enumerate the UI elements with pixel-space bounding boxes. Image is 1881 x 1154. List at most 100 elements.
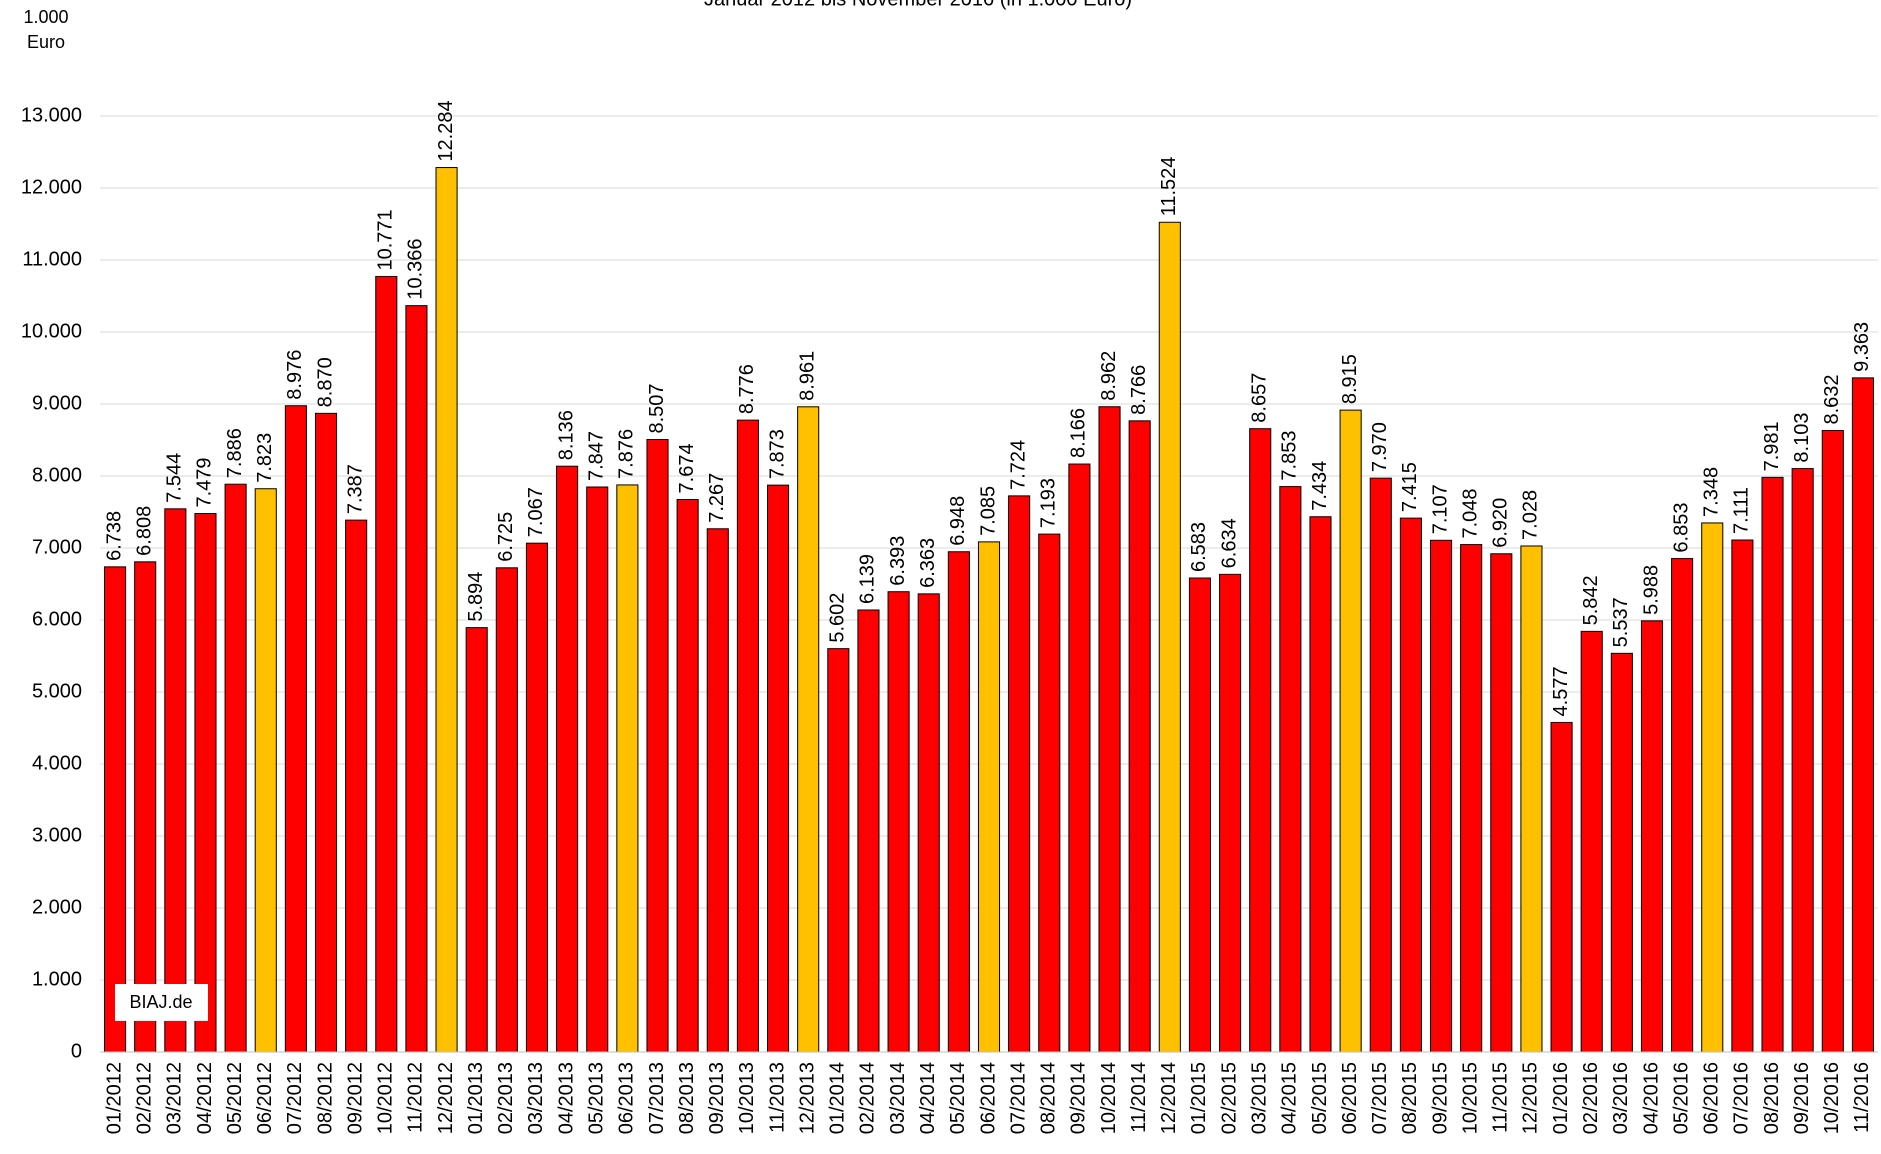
bar xyxy=(1791,468,1814,1053)
bar xyxy=(586,486,609,1053)
value-label: 6.948 xyxy=(947,496,969,546)
bar xyxy=(1550,721,1573,1053)
x-tick-label: 05/2012 xyxy=(224,1062,246,1134)
bar xyxy=(375,275,398,1053)
x-tick-label: 03/2013 xyxy=(525,1062,547,1134)
y-tick-label: 8.000 xyxy=(32,464,82,486)
x-tick-label: 01/2013 xyxy=(465,1062,487,1134)
value-label: 8.166 xyxy=(1068,408,1090,458)
y-unit: 1.000 xyxy=(23,7,68,27)
x-tick-label: 04/2013 xyxy=(555,1062,577,1134)
value-label: 8.136 xyxy=(555,410,577,460)
y-tick-label: 7.000 xyxy=(32,536,82,558)
value-label: 7.823 xyxy=(254,433,276,483)
value-label: 7.544 xyxy=(164,453,186,503)
bar xyxy=(1731,539,1754,1053)
bar xyxy=(1279,486,1302,1053)
value-label: 8.962 xyxy=(1098,351,1120,401)
value-label: 7.267 xyxy=(706,473,728,523)
x-tick-label: 04/2014 xyxy=(917,1062,939,1134)
value-label: 7.415 xyxy=(1399,462,1421,512)
bar xyxy=(1188,577,1211,1053)
bar xyxy=(134,561,157,1053)
bar xyxy=(1249,428,1272,1053)
x-tick-label: 05/2015 xyxy=(1309,1062,1331,1134)
x-tick-label: 11/2015 xyxy=(1490,1062,1512,1133)
y-tick-label: 4.000 xyxy=(32,752,82,774)
bar xyxy=(977,541,1001,1053)
x-tick-label: 06/2013 xyxy=(616,1062,638,1134)
bar xyxy=(1098,406,1121,1053)
bar xyxy=(405,305,428,1053)
x-tick-label: 01/2014 xyxy=(827,1062,849,1134)
bar xyxy=(465,627,488,1053)
value-label: 7.853 xyxy=(1279,431,1301,481)
bar xyxy=(1399,517,1422,1053)
x-tick-label: 08/2015 xyxy=(1399,1062,1421,1134)
value-label: 6.853 xyxy=(1670,503,1692,553)
bar xyxy=(194,513,217,1053)
bar xyxy=(1821,429,1844,1053)
value-label: 7.873 xyxy=(766,429,788,479)
y-tick-label: 0 xyxy=(71,1040,82,1062)
value-label: 8.103 xyxy=(1791,413,1813,463)
x-tick-label: 09/2016 xyxy=(1791,1062,1813,1134)
value-label: 6.725 xyxy=(495,512,517,562)
x-tick-label: 10/2012 xyxy=(375,1062,397,1134)
value-label: 5.842 xyxy=(1580,575,1602,625)
value-label: 8.766 xyxy=(1128,365,1150,415)
value-label: 6.808 xyxy=(133,506,155,556)
bar xyxy=(1309,516,1332,1053)
value-label: 7.111 xyxy=(1731,487,1753,534)
value-label: 6.738 xyxy=(103,511,125,561)
bar xyxy=(1701,522,1724,1053)
value-label: 7.085 xyxy=(977,486,999,536)
x-tick-label: 08/2016 xyxy=(1761,1062,1783,1134)
x-tick-label: 06/2016 xyxy=(1701,1062,1723,1134)
value-label: 8.776 xyxy=(736,364,758,414)
bar xyxy=(1671,558,1694,1053)
x-tick-label: 11/2013 xyxy=(766,1062,788,1133)
bar xyxy=(314,412,338,1053)
value-label: 12.284 xyxy=(435,100,457,161)
value-label: 6.393 xyxy=(887,536,909,586)
y-tick-label: 6.000 xyxy=(32,608,82,630)
bar xyxy=(254,488,277,1053)
value-label: 7.107 xyxy=(1429,484,1451,534)
x-tick-label: 09/2015 xyxy=(1429,1062,1451,1134)
value-label: 6.583 xyxy=(1188,522,1210,572)
x-tick-label: 06/2014 xyxy=(977,1062,999,1134)
value-label: 7.981 xyxy=(1761,421,1783,471)
bar xyxy=(1008,495,1031,1053)
x-tick-label: 04/2016 xyxy=(1640,1062,1662,1134)
bar xyxy=(676,498,699,1053)
bar xyxy=(345,519,368,1053)
bar xyxy=(525,542,549,1053)
value-label: 8.657 xyxy=(1249,373,1271,423)
bar xyxy=(1038,533,1061,1053)
x-tick-label: 11/2014 xyxy=(1128,1062,1150,1133)
bar xyxy=(616,484,639,1053)
x-tick-label: 07/2016 xyxy=(1731,1062,1753,1134)
bar xyxy=(857,609,880,1053)
x-tick-label: 10/2015 xyxy=(1459,1062,1481,1134)
x-tick-label: 11/2012 xyxy=(405,1062,427,1133)
watermark: BIAJ.de xyxy=(129,992,192,1012)
bar xyxy=(1158,221,1181,1053)
x-tick-label: 03/2015 xyxy=(1249,1062,1271,1134)
x-tick-label: 03/2014 xyxy=(887,1062,909,1134)
value-label: 7.067 xyxy=(525,487,547,537)
bar xyxy=(495,567,518,1053)
value-label: 6.634 xyxy=(1218,518,1240,568)
bar xyxy=(284,405,307,1053)
value-label: 5.894 xyxy=(465,572,487,622)
x-tick-label: 12/2012 xyxy=(435,1062,457,1134)
bar xyxy=(1369,477,1392,1053)
x-tick-label: 12/2015 xyxy=(1520,1062,1542,1134)
value-label: 7.674 xyxy=(676,443,698,493)
y-tick-label: 3.000 xyxy=(32,824,82,846)
value-label: 5.602 xyxy=(827,593,849,643)
bar xyxy=(224,483,247,1053)
value-label: 7.847 xyxy=(586,431,608,481)
bar xyxy=(917,593,940,1053)
